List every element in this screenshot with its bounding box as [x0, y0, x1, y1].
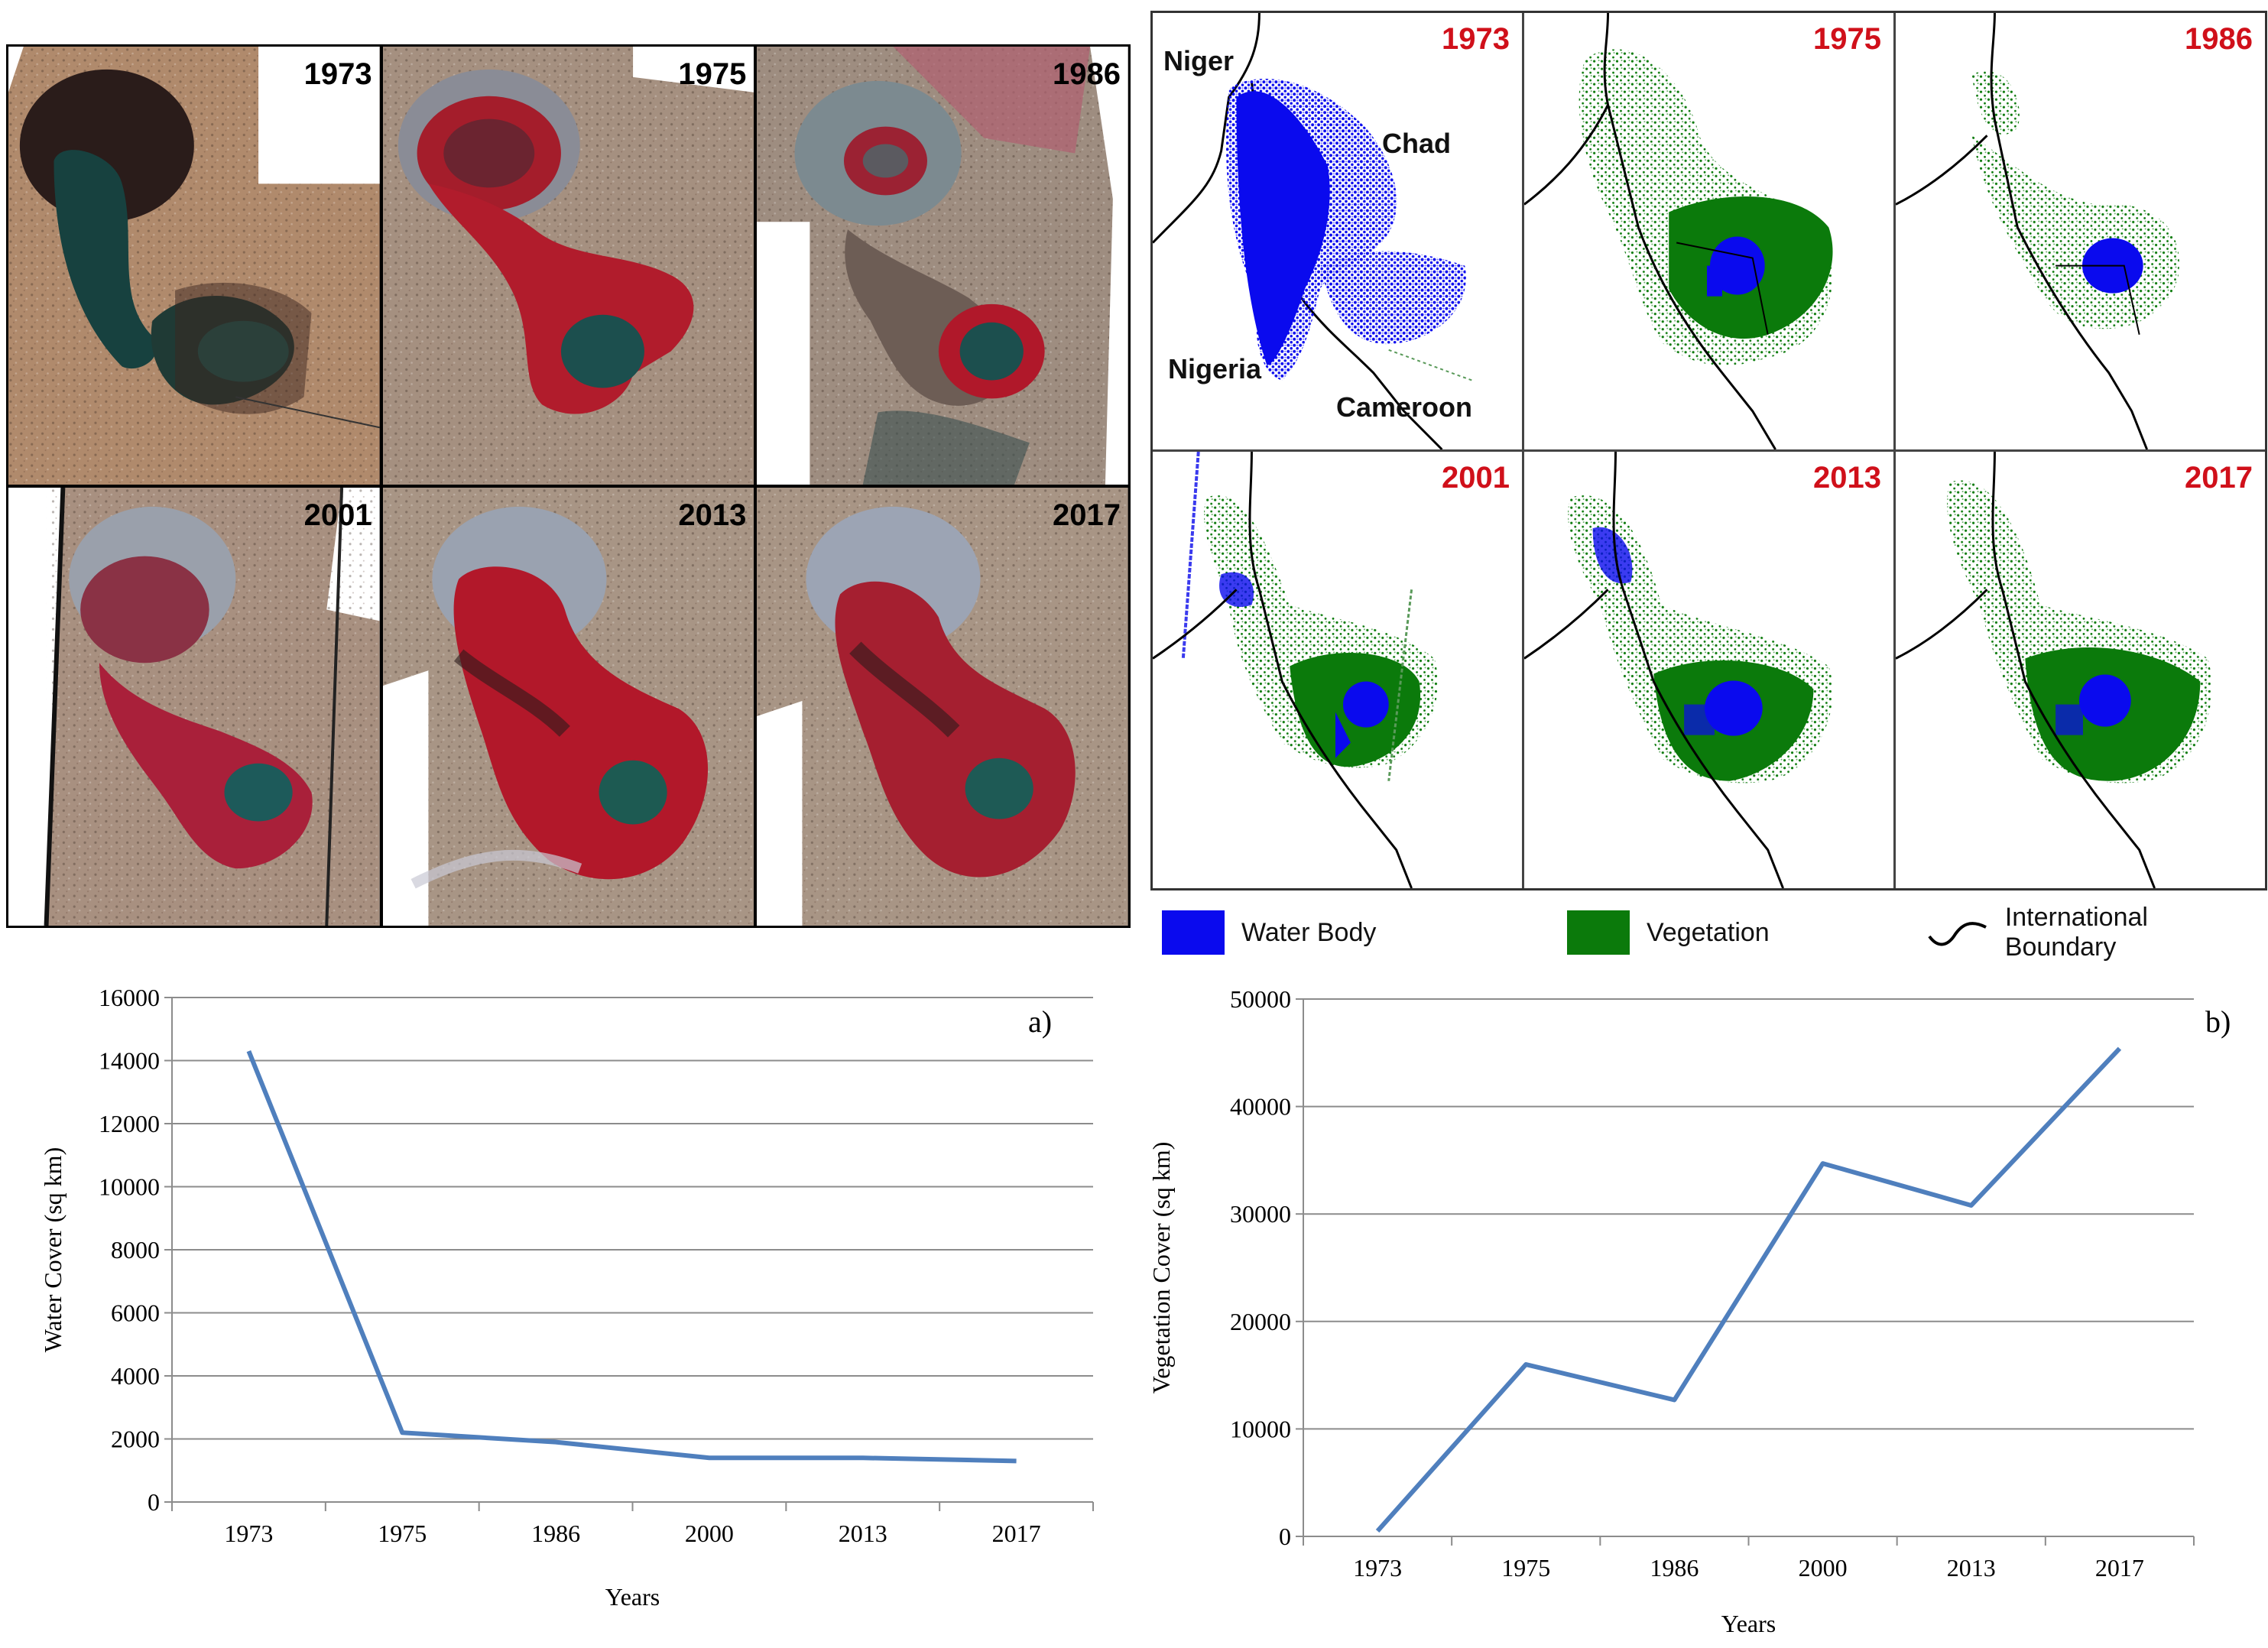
- y-axis-title-b: Vegetation Cover (sq km): [1147, 1142, 1175, 1394]
- legend-item-boundary: International Boundary: [1926, 903, 2263, 962]
- classified-map-image-2001: [1153, 452, 1439, 888]
- x-tick-label: 2017: [992, 1520, 1041, 1547]
- legend-label-water: Water Body: [1241, 917, 1377, 947]
- y-tick-label: 0: [148, 1488, 160, 1516]
- x-tick-label: 1975: [1501, 1554, 1550, 1581]
- x-tick-label: 2000: [1799, 1554, 1848, 1581]
- satellite-image-1973: [8, 47, 380, 485]
- satellite-image-2001: [8, 488, 380, 926]
- satellite-year-label: 2001: [303, 498, 372, 532]
- water-cover-chart: 0 2000 4000 6000 8000 10000 12000 14000 16000 19…: [15, 978, 1101, 1643]
- satellite-tile-1973: 1973: [8, 47, 380, 485]
- y-tick-label: 10000: [99, 1173, 160, 1201]
- x-tick-label: 2013: [1947, 1554, 1996, 1581]
- satellite-tile-1986: 1986: [757, 47, 1128, 485]
- y-tick-label: 6000: [111, 1299, 160, 1327]
- y-tick-label: 30000: [1230, 1200, 1291, 1228]
- y-tick-label: 16000: [99, 984, 160, 1011]
- satellite-tile-2001: 2001: [8, 488, 380, 926]
- satellite-year-label: 1975: [678, 57, 747, 91]
- classified-year-label: 2017: [2185, 461, 2253, 495]
- y-tick-label: 0: [1279, 1523, 1291, 1550]
- y-tick-label: 8000: [111, 1236, 160, 1264]
- x-axis-title-b: Years: [1721, 1610, 1776, 1637]
- classified-map-image-2013: [1524, 452, 1833, 888]
- satellite-image-2013: [382, 488, 754, 926]
- y-tick-label: 20000: [1230, 1308, 1291, 1335]
- classified-map-image-1973: [1153, 13, 1473, 449]
- vegetation-cover-line: [1375, 1046, 2122, 1533]
- x-tick-label: 1973: [1353, 1554, 1402, 1581]
- x-tick-label: 1975: [378, 1520, 427, 1547]
- classified-year-label: 1973: [1442, 22, 1510, 56]
- y-tick-label: 14000: [99, 1047, 160, 1075]
- x-axis-title-a: Years: [605, 1583, 660, 1611]
- satellite-tile-1975: 1975: [382, 47, 754, 485]
- y-tick-label: 40000: [1230, 1093, 1291, 1121]
- y-axis-title-a: Water Cover (sq km): [39, 1147, 67, 1352]
- y-tick-label: 10000: [1230, 1415, 1291, 1442]
- x-tick-label: 2017: [2095, 1554, 2144, 1581]
- classified-year-label: 1986: [2185, 22, 2253, 56]
- x-tick-label: 1986: [1650, 1554, 1699, 1581]
- classification-map-grid: 1973 Niger Chad Nigeria Cameroon 1975 19…: [1150, 11, 2267, 891]
- panel-label-b: b): [2205, 1004, 2231, 1039]
- boundary-line-icon: [1928, 922, 1987, 946]
- y-tick-label: 50000: [1230, 985, 1291, 1013]
- classified-year-label: 2001: [1442, 461, 1510, 495]
- water-cover-line: [246, 1050, 1017, 1464]
- panel-label-a: a): [1028, 1004, 1052, 1039]
- classified-map-2001: 2001: [1153, 452, 1522, 888]
- x-tick-label: 2013: [839, 1520, 887, 1547]
- legend-label-vegetation: Vegetation: [1647, 917, 1770, 947]
- country-label-chad: Chad: [1382, 128, 1451, 159]
- legend-label-boundary: International Boundary: [2004, 903, 2148, 962]
- classified-map-1986: 1986: [1896, 13, 2265, 449]
- water-cover-chart-svg: 0 2000 4000 6000 8000 10000 12000 14000 16000 19…: [39, 984, 1094, 1611]
- x-tick-label: 1973: [224, 1520, 273, 1547]
- classified-map-1975: 1975: [1524, 13, 1893, 449]
- satellite-year-label: 2017: [1053, 498, 1121, 532]
- satellite-tile-2017: 2017: [757, 488, 1128, 926]
- satellite-tile-2013: 2013: [382, 488, 754, 926]
- water-swatch: [1162, 910, 1225, 955]
- legend-item-water: Water Body: [1162, 906, 1376, 959]
- satellite-image-grid: 1973 1975 1986: [6, 44, 1131, 928]
- satellite-image-1986: [757, 47, 1128, 485]
- satellite-year-label: 1986: [1053, 57, 1121, 91]
- x-tick-label: 2000: [685, 1520, 734, 1547]
- classified-map-1973: 1973 Niger Chad Nigeria Cameroon: [1153, 13, 1522, 449]
- classified-year-label: 1975: [1813, 22, 1881, 56]
- satellite-year-label: 1973: [303, 57, 372, 91]
- y-tick-label: 2000: [111, 1426, 160, 1453]
- y-tick-label: 4000: [111, 1362, 160, 1390]
- y-tick-label: 12000: [99, 1110, 160, 1137]
- legend-item-vegetation: Vegetation: [1567, 906, 1770, 959]
- classified-year-label: 2013: [1813, 461, 1881, 495]
- satellite-image-2017: [757, 488, 1128, 926]
- vegetation-cover-chart: 0 10000 20000 30000 40000 50000 1973 1975 1986 2…: [1147, 978, 2263, 1643]
- satellite-year-label: 2013: [678, 498, 747, 532]
- country-label-cameroon: Cameroon: [1336, 391, 1473, 423]
- classified-map-2017: 2017: [1896, 452, 2265, 888]
- vegetation-cover-chart-svg: 0 10000 20000 30000 40000 50000 1973 1975 1986 2…: [1147, 985, 2231, 1637]
- country-label-nigeria: Nigeria: [1168, 353, 1262, 384]
- vegetation-swatch: [1567, 910, 1630, 955]
- map-legend: Water Body Vegetation International Boun…: [1162, 903, 2263, 962]
- classified-map-image-1975: [1524, 13, 1833, 449]
- classified-map-2013: 2013: [1524, 452, 1893, 888]
- satellite-image-1975: [382, 47, 754, 485]
- country-label-niger: Niger: [1163, 45, 1235, 76]
- classified-map-image-2017: [1896, 452, 2212, 888]
- x-tick-label: 1986: [531, 1520, 580, 1547]
- classified-map-image-1986: [1896, 13, 2179, 449]
